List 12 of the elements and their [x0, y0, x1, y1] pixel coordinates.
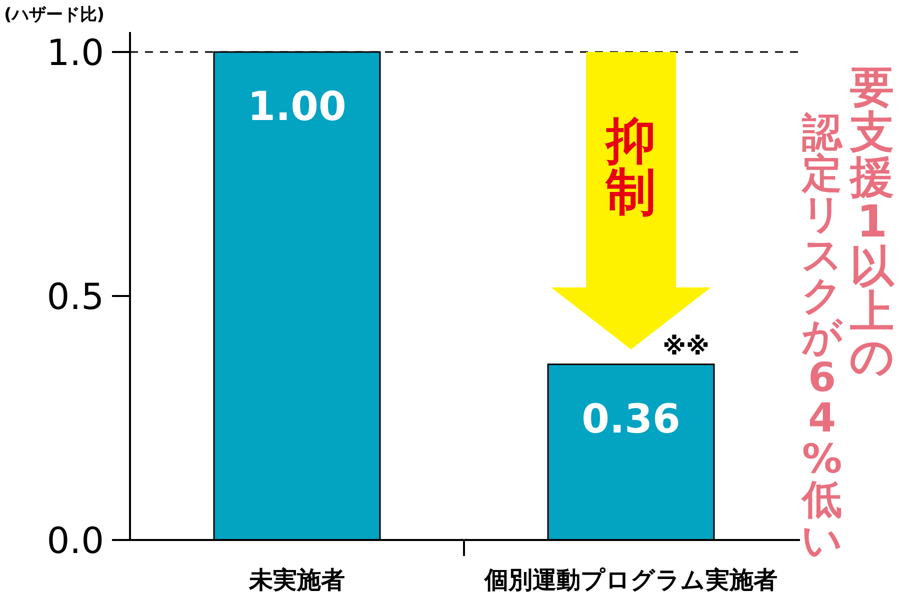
y-tick-label: 0.5 [46, 277, 104, 318]
text: 認定リスクが64%低い [802, 110, 842, 564]
data-label: 0.36 [582, 396, 680, 442]
data-label: 1.00 [248, 84, 346, 130]
x-tick-label: 個別運動プログラム実施者 [484, 566, 778, 594]
y-tick-label: 0.0 [46, 521, 104, 562]
y-axis-title: (ハザード比) [4, 5, 105, 25]
y-tick-label: 1.0 [46, 33, 104, 74]
annotation: 抑制 [604, 112, 656, 221]
text: 要支援1以上の [848, 62, 895, 382]
annotation: ※※ [662, 332, 710, 360]
x-tick-label: 未実施者 [248, 566, 345, 594]
